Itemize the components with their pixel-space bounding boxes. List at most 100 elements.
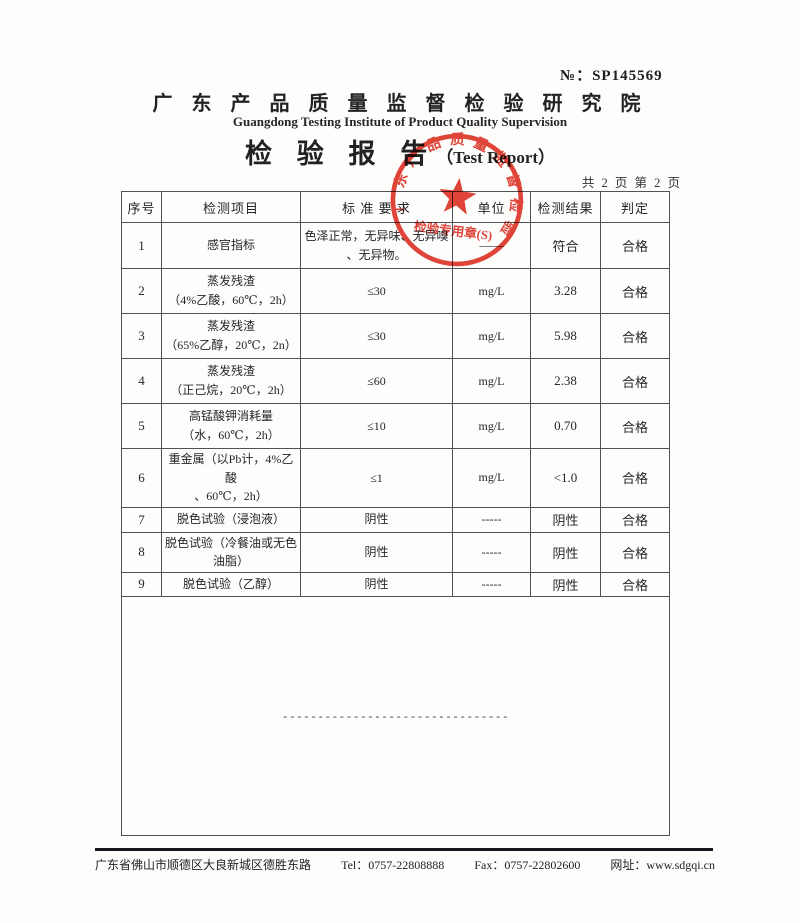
report-title: 检 验 报 告（Test Report） bbox=[100, 132, 700, 171]
report-title-en: （Test Report） bbox=[436, 148, 556, 167]
cell-unit: mg/L bbox=[452, 268, 531, 314]
empty-cell: -------------------------------- bbox=[121, 595, 670, 836]
header-verdict: 判定 bbox=[600, 191, 670, 223]
cell-no: 1 bbox=[121, 222, 162, 269]
cell-verdict: 合格 bbox=[600, 506, 670, 533]
cell-item: 脱色试验（乙醇） bbox=[161, 571, 301, 597]
cell-requirement: ≤30 bbox=[300, 268, 453, 314]
cell-line: 脱色试验（冷餐油或无色 bbox=[164, 535, 297, 550]
cell-line: ≤60 bbox=[367, 373, 386, 388]
cell-unit: ----- bbox=[452, 531, 531, 573]
page-indicator: 共 2 页 第 2 页 bbox=[581, 176, 682, 190]
cell-requirement: 色泽正常，无异味、无异嗅 、无异物。 bbox=[300, 222, 453, 269]
cell-no: 8 bbox=[121, 531, 162, 573]
cell-line: （4%乙酸，60℃，2h） bbox=[168, 293, 294, 307]
header-result: 检测结果 bbox=[530, 191, 601, 223]
cell-item: 感官指标 bbox=[161, 222, 301, 269]
cell-result: 5.98 bbox=[530, 313, 601, 359]
empty-row: -------------------------------- bbox=[121, 595, 670, 836]
cell-unit: mg/L bbox=[452, 403, 531, 449]
cell-verdict: 合格 bbox=[600, 448, 670, 508]
cell-no: 3 bbox=[121, 313, 162, 359]
cell-line: 感官指标 bbox=[206, 238, 255, 253]
cell-requirement: ≤1 bbox=[300, 448, 453, 508]
cell-requirement: 阴性 bbox=[300, 506, 453, 533]
table-row: 6 重金属（以Pb计，4%乙酸、60℃，2h） ≤1 mg/L <1.0 合格 bbox=[121, 448, 670, 508]
cell-line: 阴性 bbox=[364, 577, 389, 592]
footer: 广东省佛山市顺德区大良新城区德胜东路 Tel：0757-22808888 Fax… bbox=[95, 856, 715, 873]
footer-divider bbox=[95, 848, 713, 851]
results-table-footer: -------------------------------- bbox=[121, 595, 670, 836]
cell-unit: mg/L bbox=[452, 313, 531, 359]
cell-result: 符合 bbox=[530, 222, 601, 269]
cell-item: 蒸发残渣 （4%乙酸，60℃，2h） bbox=[161, 268, 301, 314]
cell-requirement: ≤30 bbox=[300, 313, 453, 359]
cell-verdict: 合格 bbox=[600, 268, 670, 314]
cell-no: 2 bbox=[121, 268, 162, 314]
cell-no: 4 bbox=[121, 358, 162, 404]
table-row: 5 高锰酸钾消耗量 （水，60℃，2h） ≤10 mg/L 0.70 合格 bbox=[121, 403, 670, 449]
cell-no: 5 bbox=[121, 403, 162, 449]
table-row: 2 蒸发残渣 （4%乙酸，60℃，2h） ≤30 mg/L 3.28 合格 bbox=[121, 268, 670, 314]
cell-result: 阴性 bbox=[530, 571, 601, 597]
cell-line: ≤1 bbox=[370, 470, 383, 485]
cell-line: （正己烷，20℃，2h） bbox=[170, 383, 292, 397]
cell-verdict: 合格 bbox=[600, 531, 670, 573]
cell-result: 阴性 bbox=[530, 506, 601, 533]
cell-verdict: 合格 bbox=[600, 571, 670, 597]
cell-item: 蒸发残渣 （正己烷，20℃，2h） bbox=[161, 358, 301, 404]
report-number-value: SP145569 bbox=[592, 68, 663, 84]
cell-requirement: ≤60 bbox=[300, 358, 453, 404]
cell-result: 2.38 bbox=[530, 358, 601, 404]
cell-unit: ----- bbox=[452, 571, 531, 597]
cell-verdict: 合格 bbox=[600, 222, 670, 269]
cell-line: 、60℃，2h） bbox=[194, 489, 268, 504]
cell-result: 0.70 bbox=[530, 403, 601, 449]
cell-unit: mg/L bbox=[452, 358, 531, 404]
report-number: №：SP145569 bbox=[560, 64, 760, 85]
cell-unit: mg/L bbox=[452, 448, 531, 508]
cell-line: 蒸发残渣 bbox=[206, 319, 255, 334]
cell-verdict: 合格 bbox=[600, 313, 670, 359]
cell-item: 重金属（以Pb计，4%乙酸、60℃，2h） bbox=[161, 448, 301, 508]
cell-line: ≤10 bbox=[367, 418, 386, 433]
cell-line: 脱色试验（浸泡液） bbox=[176, 512, 285, 527]
table-row: 3 蒸发残渣 （65%乙醇，20℃，2n） ≤30 mg/L 5.98 合格 bbox=[121, 313, 670, 359]
cell-item: 脱色试验（浸泡液） bbox=[161, 506, 301, 533]
cell-line: 重金属（以Pb计，4%乙酸 bbox=[168, 452, 294, 485]
table-row: 8 脱色试验（冷餐油或无色 油脂） 阴性 ----- 阴性 合格 bbox=[121, 531, 670, 573]
cell-line: 油脂） bbox=[212, 554, 249, 569]
header-item: 检测项目 bbox=[161, 191, 301, 223]
cell-line: （65%乙醇，20℃，2n） bbox=[165, 338, 297, 352]
results-table-body: 1 感官指标 色泽正常，无异味、无异嗅 、无异物。 —— 符合 合格 2 蒸发残渣 （4%乙酸，6… bbox=[121, 222, 670, 597]
cell-line: 蒸发残渣 bbox=[206, 364, 255, 379]
results-table: 序号 检测项目 标 准 要 求 单位 检测结果 判定 1 感官指标 色泽正常，无异味… bbox=[121, 191, 670, 836]
header-row: 序号 检测项目 标 准 要 求 单位 检测结果 判定 bbox=[121, 191, 670, 223]
cell-line: 阴性 bbox=[364, 545, 389, 560]
institute-name-cn: 广 东 产 品 质 量 监 督 检 验 研 究 院 bbox=[152, 93, 648, 115]
end-of-report-dashes: -------------------------------- bbox=[281, 711, 510, 724]
cell-line: 高锰酸钾消耗量 bbox=[188, 409, 273, 424]
cell-line: ≤30 bbox=[367, 283, 386, 298]
cell-result: 3.28 bbox=[530, 268, 601, 314]
table-row: 9 脱色试验（乙醇） 阴性 ----- 阴性 合格 bbox=[121, 571, 670, 597]
footer-website: 网址：www.sdgqi.cn bbox=[610, 858, 715, 872]
cell-item: 蒸发残渣 （65%乙醇，20℃，2n） bbox=[161, 313, 301, 359]
cell-line: 蒸发残渣 bbox=[206, 274, 255, 289]
cell-no: 6 bbox=[121, 448, 162, 508]
header-seq: 序号 bbox=[121, 191, 162, 223]
institute-name-en: Guangdong Testing Institute of Product Q… bbox=[232, 114, 568, 129]
header-requirement: 标 准 要 求 bbox=[300, 191, 453, 223]
cell-requirement: 阴性 bbox=[300, 531, 453, 573]
table-row: 1 感官指标 色泽正常，无异味、无异嗅 、无异物。 —— 符合 合格 bbox=[121, 222, 670, 269]
cell-requirement: 阴性 bbox=[300, 571, 453, 597]
table-row: 4 蒸发残渣 （正己烷，20℃，2h） ≤60 mg/L 2.38 合格 bbox=[121, 358, 670, 404]
cell-item: 脱色试验（冷餐油或无色 油脂） bbox=[161, 531, 301, 573]
cell-line: 色泽正常，无异味、无异嗅 bbox=[304, 228, 449, 243]
cell-requirement: ≤10 bbox=[300, 403, 453, 449]
cell-line: （水，60℃，2h） bbox=[182, 428, 280, 442]
cell-no: 9 bbox=[121, 571, 162, 597]
cell-result: <1.0 bbox=[530, 448, 601, 508]
cell-line: 、无异物。 bbox=[346, 247, 407, 262]
footer-fax: Fax：0757-22802600 bbox=[474, 858, 581, 872]
